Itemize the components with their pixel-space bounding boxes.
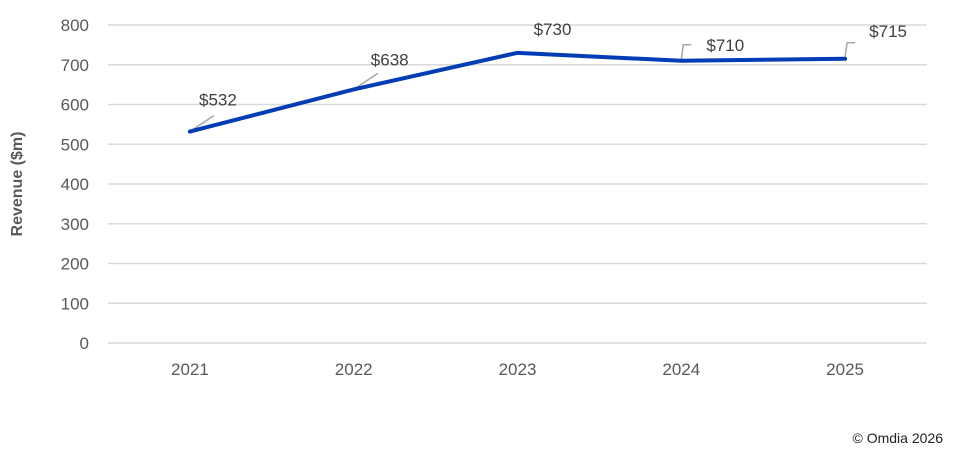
x-tick-label: 2025 (826, 360, 864, 379)
y-tick-label: 100 (61, 294, 89, 313)
x-tick-label: 2023 (499, 360, 537, 379)
y-axis-ticks: 0 100 200 300 400 500 600 700 800 (61, 16, 89, 353)
x-axis-ticks: 2021 2022 2023 2024 2025 (171, 360, 864, 379)
gridlines (108, 24, 927, 344)
y-tick-label: 600 (61, 96, 89, 115)
x-tick-label: 2022 (335, 360, 373, 379)
y-tick-label: 500 (61, 135, 89, 154)
data-label: $532 (199, 91, 237, 110)
data-label: $638 (371, 50, 409, 69)
data-label: $715 (869, 22, 907, 41)
data-label-leaders (189, 42, 856, 133)
revenue-line (187, 50, 848, 134)
y-tick-label: 0 (80, 334, 89, 353)
data-label: $730 (534, 20, 572, 39)
y-tick-label: 700 (61, 56, 89, 75)
y-tick-label: 200 (61, 255, 89, 274)
x-tick-label: 2024 (662, 360, 700, 379)
y-tick-label: 800 (61, 16, 89, 35)
y-tick-label: 400 (61, 175, 89, 194)
data-labels: $532 $638 $730 $710 $715 (199, 20, 907, 110)
y-tick-label: 300 (61, 215, 89, 234)
y-axis-title: Revenue ($m) (9, 131, 26, 237)
data-label: $710 (706, 36, 744, 55)
x-tick-label: 2021 (171, 360, 209, 379)
copyright-text: © Omdia 2026 (852, 430, 943, 446)
